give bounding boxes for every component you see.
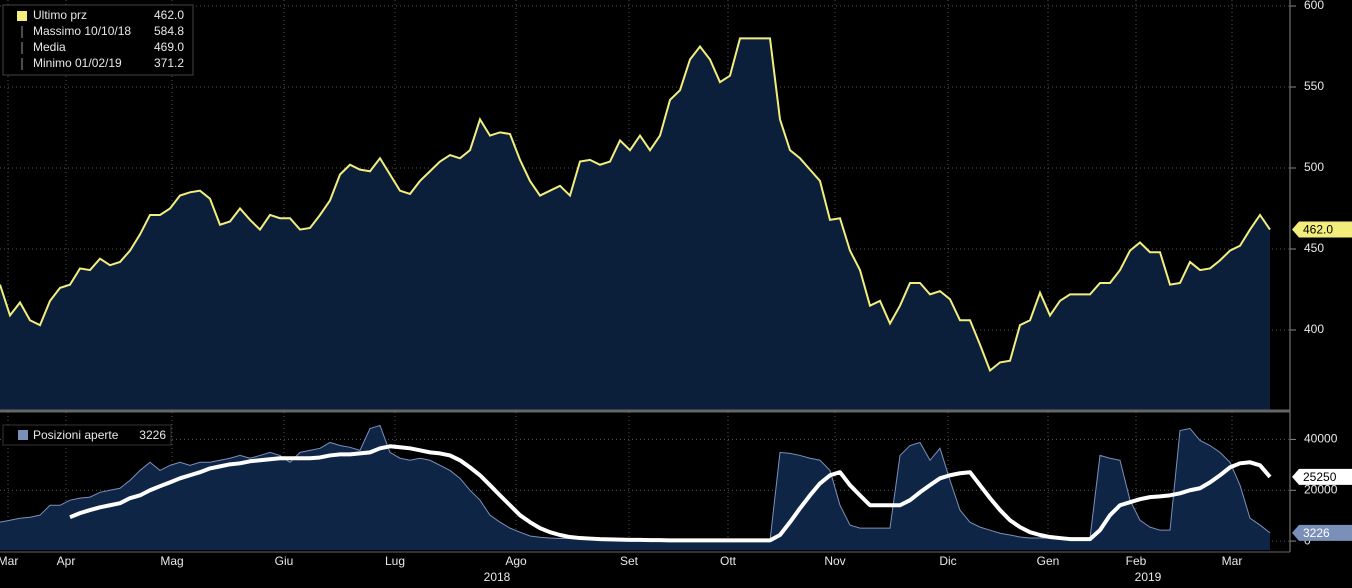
x-tick-label: Set [620, 554, 639, 568]
legend-value: 3226 [139, 428, 166, 442]
line [0, 37, 1271, 373]
value-tag-label: 3226 [1303, 526, 1330, 540]
value-tag [1292, 524, 1352, 541]
value-tag-label: 462.0 [1303, 223, 1333, 237]
legend-label: Media [33, 40, 66, 54]
x-tick-label: Giu [275, 554, 294, 568]
x-tick-label: Dic [939, 554, 956, 568]
legend-label: Minimo 01/02/19 [33, 56, 122, 70]
x-tick-label: Feb [1126, 554, 1147, 568]
line [69, 444, 1272, 543]
legend-label: Massimo 10/10/18 [33, 24, 131, 38]
year-label: 2018 [484, 570, 511, 584]
y-tick-label: 550 [1304, 79, 1324, 93]
legend-box [2, 424, 172, 446]
x-tick-label: Gen [1037, 554, 1060, 568]
legend: Ultimo prz 462.0 Massimo 10/10/18 584.8 Medi… [2, 4, 194, 76]
y-tick-label: 40000 [1304, 432, 1338, 446]
legend-label: Posizioni aperte [33, 428, 119, 442]
legend-label: Ultimo prz [33, 8, 87, 22]
area [0, 38, 1270, 412]
value-tag [1292, 221, 1352, 238]
x-tick-label: Ott [720, 554, 737, 568]
y-tick-label: 500 [1304, 160, 1324, 174]
legend-value: 371.2 [154, 56, 184, 70]
x-tick-label: Ago [505, 554, 527, 568]
legend-swatch [17, 11, 27, 21]
legend-value: 584.8 [154, 24, 184, 38]
y-tick-label: 20000 [1304, 482, 1338, 496]
legend-value: 462.0 [154, 8, 184, 22]
value-tag-label: 25250 [1303, 470, 1337, 484]
x-tick-label: Apr [57, 554, 76, 568]
y-tick-label: 600 [1304, 0, 1324, 12]
legend-box [2, 4, 194, 76]
legend: Posizioni aperte 3226 [2, 424, 172, 446]
y-tick-label: 450 [1304, 241, 1324, 255]
x-tick-label: Mar [0, 554, 18, 568]
x-tick-label: Mar [1222, 554, 1243, 568]
x-tick-label: Mag [160, 554, 183, 568]
x-tick-label: Nov [824, 554, 845, 568]
y-tick-label: 400 [1304, 322, 1324, 336]
x-tick-label: Lug [385, 554, 405, 568]
legend-value: 469.0 [154, 40, 184, 54]
legend-swatch [18, 430, 28, 440]
year-label: 2019 [1135, 570, 1162, 584]
plots [0, 0, 1290, 550]
value-tag [1292, 468, 1352, 485]
